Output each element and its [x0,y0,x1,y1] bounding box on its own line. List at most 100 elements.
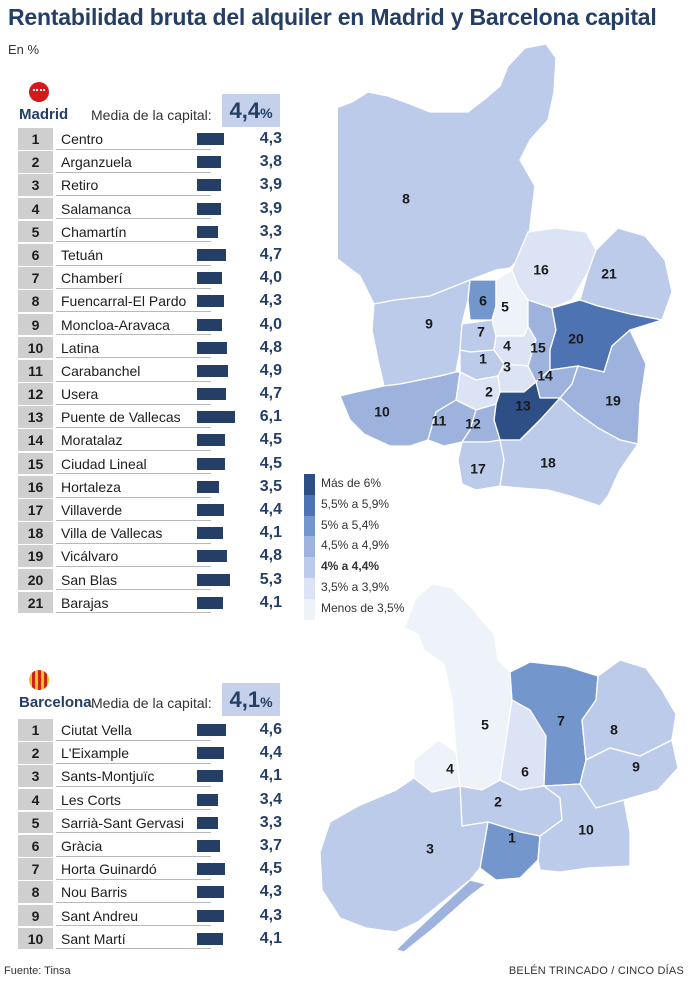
madrid-average-value: 4,4 [229,98,261,123]
value-bar [197,793,219,806]
map-label-12: 12 [465,416,481,432]
rank-number: 13 [18,406,53,428]
district-name: Puente de Vallecas [56,406,211,428]
district-name: Latina [56,337,211,359]
value-bar [197,388,227,401]
rank-number: 12 [18,383,53,405]
value-label: 4,3 [259,906,282,924]
madrid-table-row: 19 Vicálvaro 4,8 [18,545,282,568]
legend-swatch [304,494,315,516]
bcn-map-label-10: 10 [578,822,594,838]
map-label-8: 8 [402,191,410,207]
barcelona-table-row: 8 Nou Barris 4,3 [18,881,282,904]
value-label: 4,8 [259,547,282,565]
bcn-map-label-8: 8 [610,722,618,738]
legend-label: 4,5% a 4,9% [321,538,390,553]
district-name: San Blas [56,569,211,591]
madrid-table-row: 3 Retiro 3,9 [18,174,282,197]
madrid-table-row: 9 Moncloa-Aravaca 4,0 [18,313,282,337]
rank-number: 2 [18,742,53,764]
barcelona-table-row: 5 Sarrià-Sant Gervasi 3,3 [18,811,282,835]
madrid-city-name: Madrid [19,106,69,123]
legend-swatch [304,577,315,599]
legend-label: 3,5% a 3,9% [321,579,390,594]
district-name: Gràcia [56,835,211,857]
legend-swatch [304,557,315,578]
district-name: Chamartín [56,221,211,243]
value-label: 4,3 [259,130,282,147]
district-name: Vicálvaro [56,545,211,568]
bcn-map-label-9: 9 [632,759,640,775]
district-name: Ciutat Vella [56,719,211,741]
madrid-table-row: 21 Barajas 4,1 [18,591,282,615]
barcelona-table-row: 4 Les Corts 3,4 [18,788,282,812]
map-label-4: 4 [503,338,511,354]
madrid-table-row: 10 Latina 4,8 [18,336,282,360]
value-bar [197,504,225,516]
district-name: Sants-Montjuïc [56,765,211,788]
madrid-ranking-table: 1 Centro 4,3 2 Arganzuela 3,8 3 Retiro 3,9 4 Salam… [18,128,282,615]
legend-label: 5% a 5,4% [321,517,380,532]
barcelona-ranking-table: 1 Ciutat Vella 4,6 2 L'Eixample 4,4 3 Sants-Mon… [18,719,282,951]
legend-label: Más de 6% [321,476,382,490]
district-name: Sarrià-Sant Gervasi [56,812,211,834]
madrid-average-label: Media de la capital: [91,107,212,123]
barcelona-city-name: Barcelona [19,694,92,711]
bcn-map-label-6: 6 [521,764,529,780]
map-label-11: 11 [432,413,447,429]
district-name: Barajas [56,592,211,614]
madrid-table-row: 2 Arganzuela 3,8 [18,151,282,174]
rank-number: 8 [18,290,53,312]
district-name: Tetuán [56,244,211,266]
district-name: Usera [56,383,211,405]
barcelona-table-row: 10 Sant Martí 4,1 [18,927,282,951]
value-bar [197,480,219,493]
value-label: 3,9 [259,176,282,194]
madrid-table-row: 8 Fuencarral-El Pardo 4,3 [18,290,282,313]
legend-swatch [304,515,315,537]
barcelona-average-label: Media de la capital: [91,695,212,711]
rank-number: 3 [18,765,53,788]
value-bar [197,527,223,540]
rank-number: 3 [18,174,53,197]
value-label: 6,1 [259,408,282,426]
madrid-table-row: 11 Carabanchel 4,9 [18,359,282,383]
value-bar [197,434,226,447]
barcelona-average-unit: % [260,694,273,710]
chart-subtitle: En % [8,42,40,57]
madrid-table-row: 12 Usera 4,7 [18,383,282,406]
map-label-1: 1 [479,351,487,367]
barcelona-table-row: 3 Sants-Montjuïc 4,1 [18,765,282,788]
map-label-3: 3 [503,359,511,375]
bcn-district-3 [319,777,489,933]
bcn-map-label-7: 7 [557,713,565,729]
rank-number: 10 [18,927,53,950]
district-name: Salamanca [56,198,211,220]
value-bar [197,550,227,563]
value-bar [197,839,221,852]
value-bar [197,364,228,377]
madrid-table-row: 1 Centro 4,3 [18,128,282,151]
value-label: 4,8 [259,338,282,356]
barcelona-table-row: 7 Horta Guinardó 4,5 [18,858,282,881]
value-label: 4,1 [259,929,282,947]
district-name: Villaverde [56,499,211,521]
value-bar [197,770,223,783]
madrid-flag-icon [29,82,49,102]
map-label-16: 16 [533,262,549,278]
value-label: 4,3 [259,292,282,310]
author-credit: BELÉN TRINCADO / CINCO DÍAS [508,965,684,977]
district-name: Moratalaz [56,429,211,452]
map-district-9 [371,278,471,387]
rank-number: 5 [18,811,53,834]
district-name: Les Corts [56,789,211,811]
rank-number: 15 [18,452,53,475]
district-name: Moncloa-Aravaca [56,314,211,336]
rank-number: 9 [18,904,53,927]
bcn-district-10 [537,783,631,873]
value-bar [197,202,222,215]
value-bar [197,886,224,899]
district-name: Carabanchel [56,360,211,382]
rank-number: 16 [18,475,53,498]
district-name: Ciudad Lineal [56,453,211,475]
